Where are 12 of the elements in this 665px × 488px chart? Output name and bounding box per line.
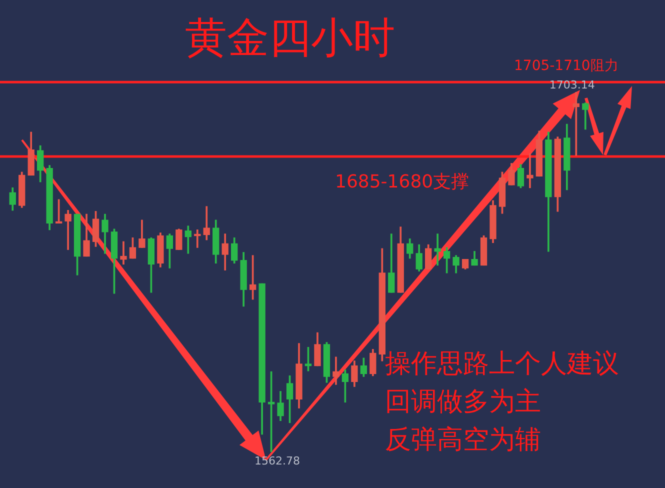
candlestick xyxy=(572,92,580,156)
annotation: 操作思路上个人建议 xyxy=(385,349,619,379)
candlestick xyxy=(194,230,201,248)
chart-title: 黄金四小时 xyxy=(185,13,395,62)
candlestick xyxy=(526,153,534,188)
annotation: 反弹高空为辅 xyxy=(385,425,541,455)
candlestick xyxy=(434,234,441,266)
ref-line-label: 1705-1710阻力 xyxy=(514,58,618,74)
candlestick xyxy=(120,241,127,265)
annotation: 回调做多为主 xyxy=(385,387,541,417)
text: 1562.78 xyxy=(254,454,300,468)
ref-line-label: 1685-1680支撑 xyxy=(335,171,470,192)
